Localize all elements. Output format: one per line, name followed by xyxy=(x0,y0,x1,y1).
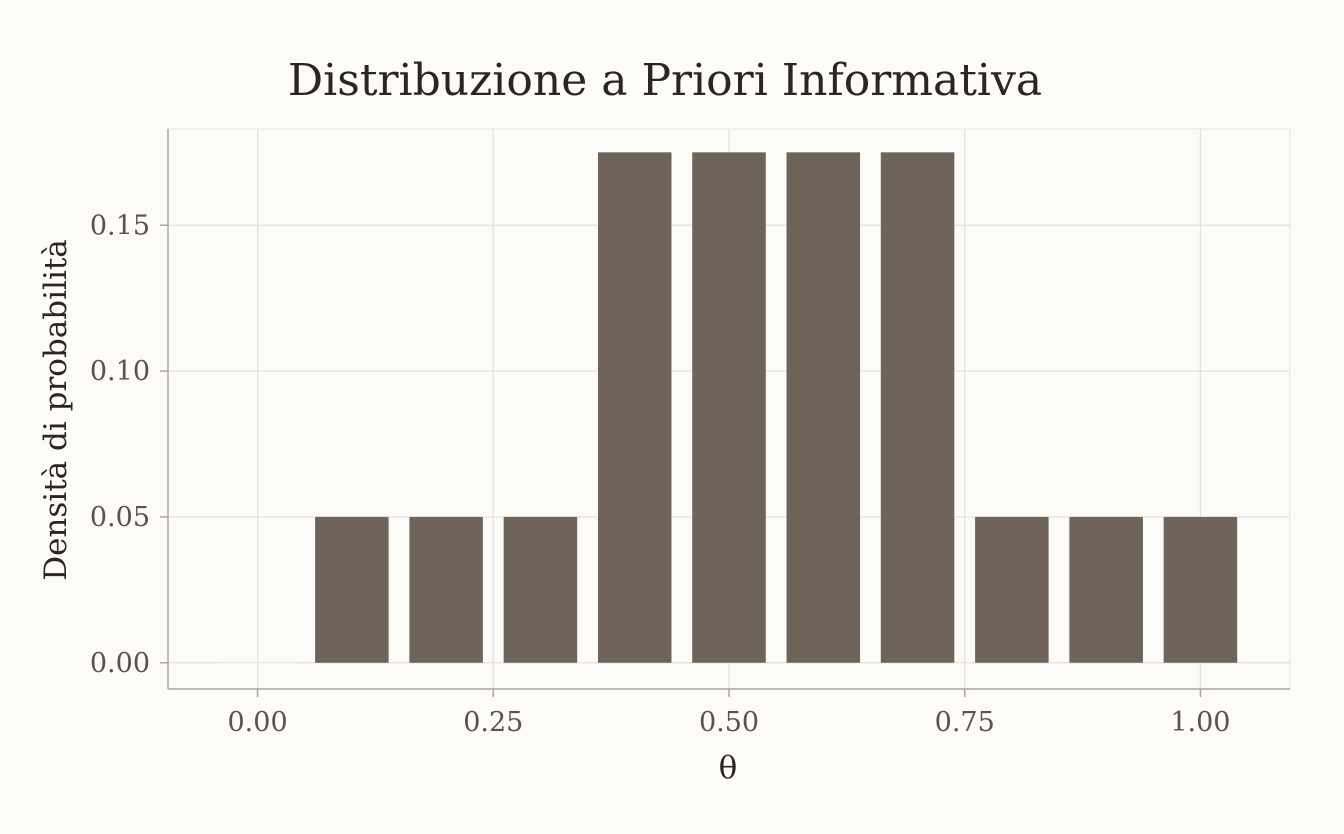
labels-layer: Distribuzione a Priori Informativa θ Den… xyxy=(38,55,1042,786)
y-tick-label-0: 0.00 xyxy=(90,648,150,679)
bar-5 xyxy=(692,152,766,663)
y-tick-label-1: 0.05 xyxy=(90,502,150,533)
axes-layer: 0.00 0.05 0.10 0.15 0.00 0.25 0.50 0.75 1.00 xyxy=(90,129,1290,738)
y-tick-label-3: 0.15 xyxy=(90,210,150,241)
x-tick-label-2: 0.50 xyxy=(699,707,759,738)
x-tick-label-1: 0.25 xyxy=(463,707,523,738)
y-tick-label-2: 0.10 xyxy=(90,356,150,387)
x-tick-label-3: 0.75 xyxy=(935,707,995,738)
bar-7 xyxy=(880,152,955,663)
bar-1 xyxy=(315,516,389,663)
bar-10 xyxy=(1163,516,1238,663)
bars-layer xyxy=(220,152,1238,664)
bar-4 xyxy=(597,152,672,663)
bar-8 xyxy=(975,516,1049,663)
bar-6 xyxy=(786,152,861,663)
bar-9 xyxy=(1069,516,1143,663)
bar-0 xyxy=(220,662,295,664)
bar-2 xyxy=(409,516,483,663)
y-axis-title: Densità di probabilità xyxy=(38,239,74,581)
x-axis-title: θ xyxy=(719,750,738,786)
chart-title: Distribuzione a Priori Informativa xyxy=(288,55,1042,106)
x-tick-label-0: 0.00 xyxy=(228,707,288,738)
bar-3 xyxy=(503,516,578,663)
x-tick-label-4: 1.00 xyxy=(1170,707,1230,738)
